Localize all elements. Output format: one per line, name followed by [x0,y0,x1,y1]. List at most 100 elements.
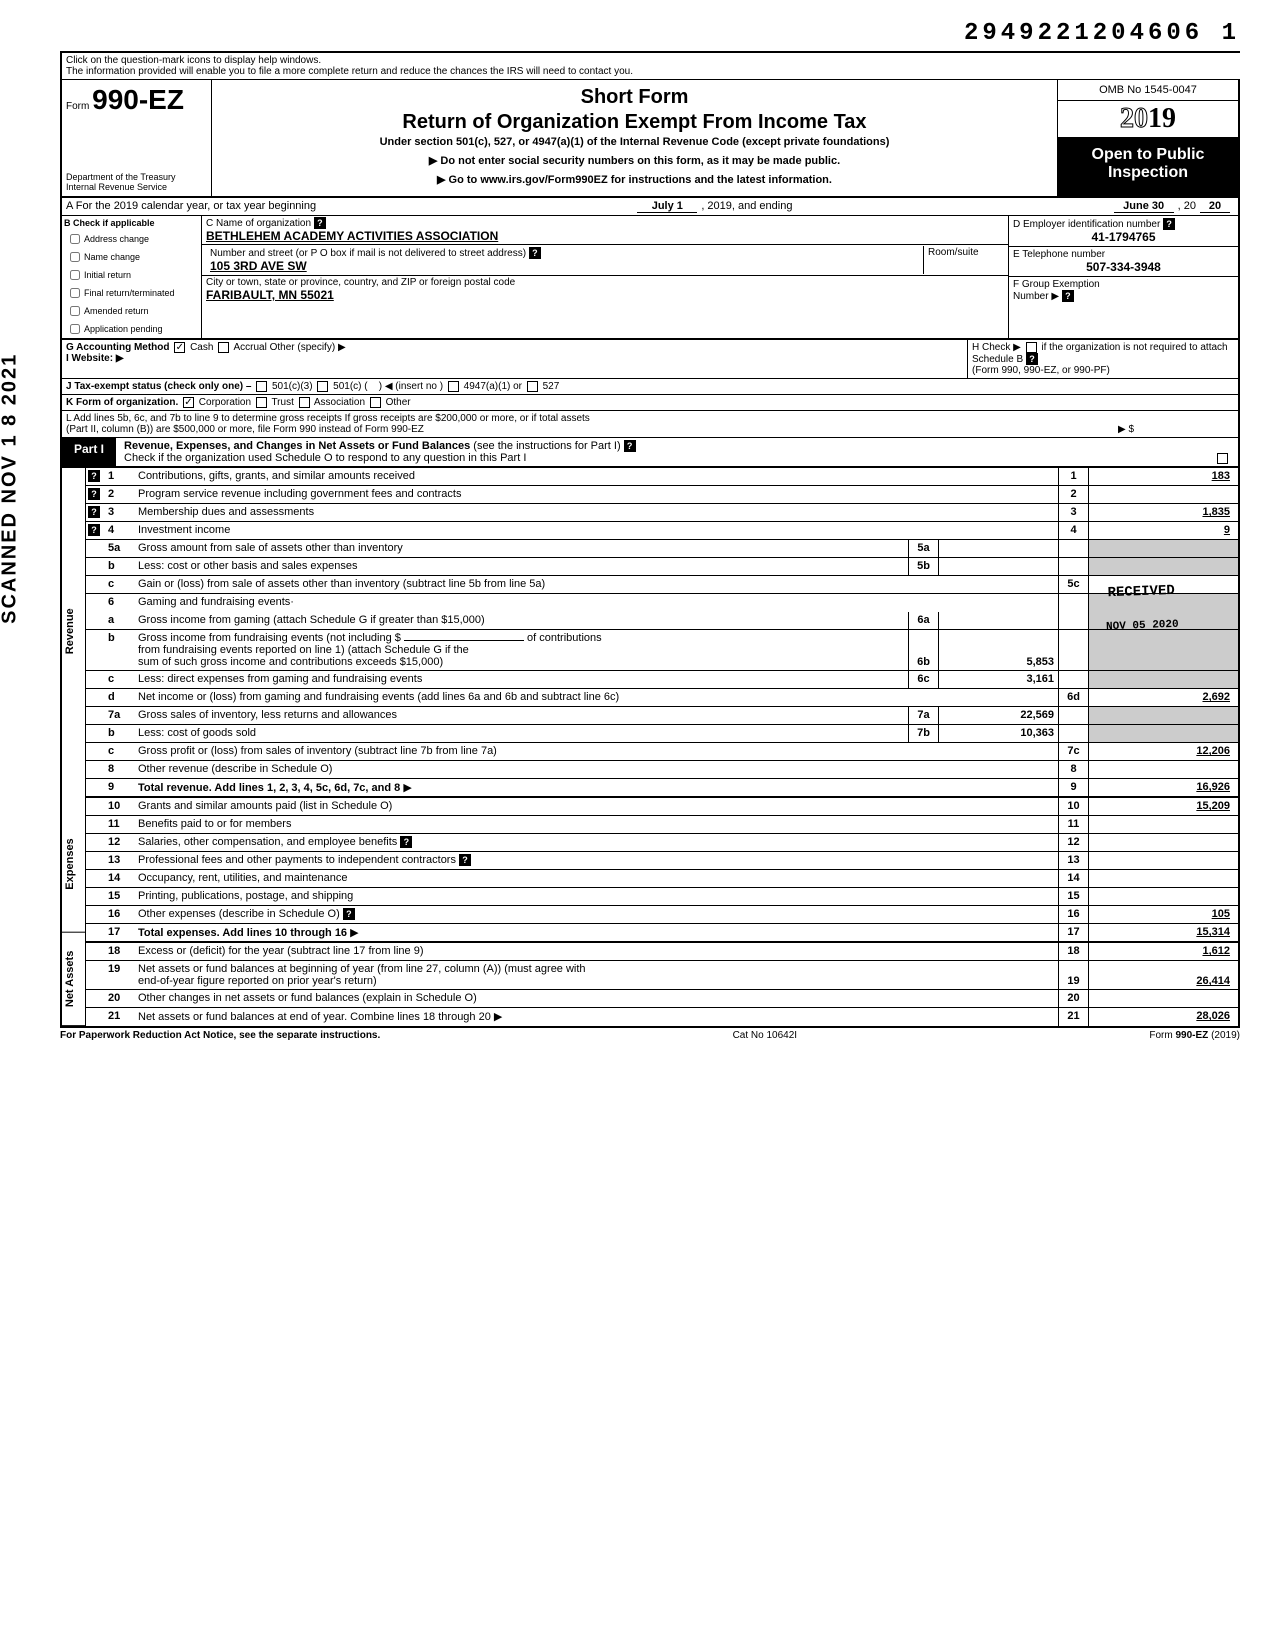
line-value[interactable]: 9 [1088,522,1238,539]
help-icon[interactable]: ? [88,524,100,536]
city-value[interactable]: FARIBAULT, MN 55021 [206,288,334,302]
lines-body: ? 1 Contributions, gifts, grants, and si… [86,468,1238,1026]
tax-year-begin[interactable]: July 1 [637,200,697,213]
top-hint: Click on the question-mark icons to disp… [60,51,1240,79]
help-icon[interactable]: ? [529,247,541,259]
line-num: 20 [104,990,134,1007]
line-value[interactable] [1088,834,1238,851]
sub-value[interactable]: 10,363 [938,725,1058,742]
line-value[interactable] [1088,852,1238,869]
street-value[interactable]: 105 3RD AVE SW [210,259,307,273]
help-icon[interactable]: ? [88,488,100,500]
sub-value[interactable]: 3,161 [938,671,1058,688]
check-501c[interactable] [317,381,328,392]
line-num: 14 [104,870,134,887]
line-desc: Other changes in net assets or fund bala… [134,990,1058,1007]
line-ref: 18 [1058,943,1088,960]
help-icon[interactable]: ? [400,836,412,848]
line-value[interactable]: 15,314 [1088,924,1238,941]
check-final-return[interactable]: Final return/terminated [62,284,201,302]
line-ref-shaded [1058,594,1088,612]
check-amended-return[interactable]: Amended return [62,302,201,320]
help-icon[interactable]: ? [88,470,100,482]
check-4947[interactable] [448,381,459,392]
tax-year-end-yy[interactable]: 20 [1200,200,1230,213]
line-value[interactable]: 105 [1088,906,1238,923]
line-value[interactable]: 2,692 [1088,689,1238,706]
tax-year-end[interactable]: June 30 [1114,200,1174,213]
sub-value[interactable]: 22,569 [938,707,1058,724]
line-desc: Net assets or fund balances at beginning… [134,961,1058,989]
check-association[interactable] [299,397,310,408]
line-6: 6 Gaming and fundraising events· RECEIVE… [86,594,1238,612]
check-trust[interactable] [256,397,267,408]
form-name: 990-EZ [92,84,184,115]
line-value[interactable]: 1,612 [1088,943,1238,960]
line-num: 18 [104,943,134,960]
help-icon[interactable]: ? [343,908,355,920]
help-icon[interactable]: ? [459,854,471,866]
line-value[interactable]: 1,835 [1088,504,1238,521]
check-schedule-o[interactable] [1217,453,1228,464]
subtitle-under: Under section 501(c), 527, or 4947(a)(1)… [220,136,1049,148]
line-value[interactable] [1088,990,1238,1007]
check-application-pending[interactable]: Application pending [62,320,201,338]
row-a-prefix: A For the 2019 calendar year, or tax yea… [66,200,316,213]
form-number: Form 990-EZ [66,84,207,116]
i-website-label: I Website: ▶ [66,353,124,364]
check-cash[interactable] [174,342,185,353]
line-num: 21 [104,1008,134,1026]
line-desc: Gross income from fundraising events (no… [134,630,908,670]
line-value[interactable]: 15,209 [1088,798,1238,815]
line-6b-d3: from fundraising events reported on line… [138,644,469,656]
help-icon[interactable]: ? [1062,290,1074,302]
sub-value[interactable]: 5,853 [938,630,1058,670]
org-name-value[interactable]: BETHLEHEM ACADEMY ACTIVITIES ASSOCIATION [206,229,498,243]
line-value[interactable]: 183 [1088,468,1238,485]
line-value[interactable] [1088,486,1238,503]
line-ref: 8 [1058,761,1088,778]
check-501c3[interactable] [256,381,267,392]
sub-value[interactable] [938,558,1058,575]
help-icon[interactable]: ? [624,440,636,452]
line-1: ? 1 Contributions, gifts, grants, and si… [86,468,1238,486]
line-desc: Contributions, gifts, grants, and simila… [134,468,1058,485]
help-icon[interactable]: ? [1026,353,1038,365]
revenue-label: Revenue [62,468,85,795]
check-name-change[interactable]: Name change [62,248,201,266]
line-desc: Benefits paid to or for members [134,816,1058,833]
help-icon[interactable]: ? [88,506,100,518]
check-schedule-b[interactable] [1026,342,1037,353]
line-value[interactable]: 28,026 [1088,1008,1238,1026]
column-d-right: D Employer identification number ? 41-17… [1008,216,1238,338]
h-text-1: H Check ▶ [972,342,1021,353]
line-value[interactable] [1088,576,1238,593]
footer-mid: Cat No 10642I [733,1030,798,1041]
ein-value[interactable]: 41-1794765 [1013,230,1234,244]
line-value[interactable]: 12,206 [1088,743,1238,760]
omb-number: OMB No 1545-0047 [1058,80,1238,101]
line-value[interactable] [1088,870,1238,887]
line-value[interactable] [1088,816,1238,833]
line-value[interactable]: 16,926 [1088,779,1238,796]
line-13: 13 Professional fees and other payments … [86,852,1238,870]
line-value[interactable] [1088,888,1238,905]
check-corporation[interactable] [183,397,194,408]
tel-value[interactable]: 507-334-3948 [1013,260,1234,274]
department: Department of the Treasury Internal Reve… [66,172,207,192]
footer-right-prefix: Form [1149,1030,1175,1041]
check-label: Address change [84,234,149,244]
check-527[interactable] [527,381,538,392]
line-value[interactable]: 26,414 [1088,961,1238,989]
check-accrual[interactable] [218,342,229,353]
help-icon[interactable]: ? [1163,218,1175,230]
help-icon[interactable]: ? [314,217,326,229]
check-initial-return[interactable]: Initial return [62,266,201,284]
line-desc: Other expenses (describe in Schedule O) … [134,906,1058,923]
line-value[interactable] [1088,761,1238,778]
check-address-change[interactable]: Address change [62,230,201,248]
sub-value[interactable] [938,540,1058,557]
sub-value[interactable] [938,612,1058,629]
check-other-org[interactable] [370,397,381,408]
line-num: 19 [104,961,134,989]
